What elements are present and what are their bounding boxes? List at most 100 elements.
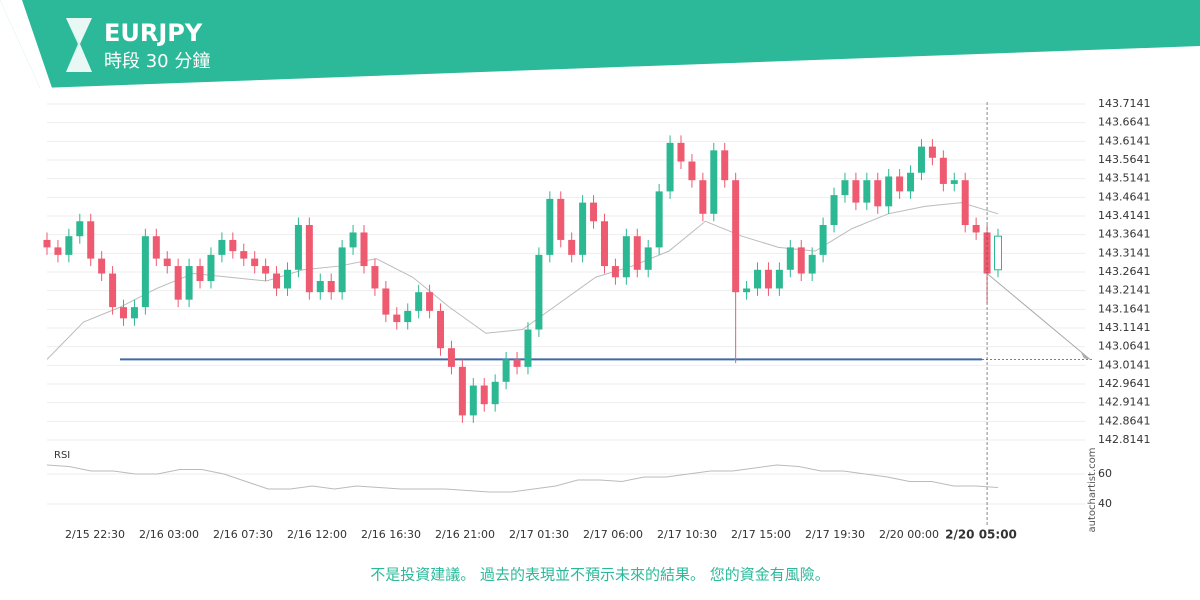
- candle-body: [917, 146, 925, 173]
- candle-body: [141, 236, 149, 308]
- candle-body: [273, 273, 281, 289]
- candle-body: [524, 329, 532, 367]
- candle-body: [972, 224, 980, 233]
- candle-body: [316, 280, 324, 293]
- candle-body: [666, 142, 674, 192]
- header-notch: [0, 0, 52, 88]
- candle-body: [229, 239, 237, 252]
- candle-body: [633, 236, 641, 270]
- candle-body: [775, 269, 783, 289]
- watermark: autochartist.com: [1087, 448, 1098, 533]
- candle-body: [404, 310, 412, 323]
- candle-body: [590, 202, 598, 222]
- y-tick-label: 143.6641: [1098, 116, 1151, 129]
- candle-body: [721, 150, 729, 181]
- projection-arrow: [986, 273, 1091, 360]
- y-tick-label: 143.3141: [1098, 246, 1151, 259]
- y-tick-label: 143.4641: [1098, 190, 1151, 203]
- candle-body: [294, 224, 302, 270]
- candle-body: [185, 266, 193, 300]
- candle-body: [305, 224, 313, 293]
- y-tick-label: 143.4141: [1098, 209, 1151, 222]
- logo: [66, 18, 92, 72]
- candle-body: [415, 292, 423, 311]
- candle-body: [338, 247, 346, 293]
- candle-body: [437, 310, 445, 349]
- arrow-head: [1081, 352, 1090, 360]
- candle-body: [786, 247, 794, 270]
- candle-body: [732, 180, 740, 293]
- y-tick-label: 143.7141: [1098, 97, 1151, 110]
- candle-body: [546, 198, 554, 255]
- candle-body: [754, 269, 762, 289]
- candle-body: [218, 239, 226, 255]
- rsi-tick-label: 40: [1098, 497, 1112, 510]
- candle-body: [994, 235, 1002, 271]
- x-tick-label: 2/16 16:30: [361, 528, 421, 541]
- x-tick-label: 2/16 07:30: [213, 528, 273, 541]
- timeframe: 時段 30 分鐘: [104, 51, 210, 72]
- candle-body: [699, 180, 707, 214]
- y-tick-label: 143.1641: [1098, 302, 1151, 315]
- x-tick-label: 2/17 10:30: [657, 528, 717, 541]
- y-tick-label: 143.6141: [1098, 134, 1151, 147]
- x-tick-label: 2/17 19:30: [805, 528, 865, 541]
- y-tick-label: 142.9641: [1098, 377, 1151, 390]
- candle-body: [961, 180, 969, 225]
- candle-body: [382, 288, 390, 315]
- candle-body: [885, 176, 893, 207]
- y-tick-label: 142.8141: [1098, 433, 1151, 446]
- y-tick-label: 143.5141: [1098, 172, 1151, 185]
- candle-body: [87, 221, 95, 259]
- candle-body: [371, 266, 379, 289]
- candle-body: [469, 385, 477, 416]
- candle-body: [109, 273, 117, 308]
- x-tick-label: 2/17 01:30: [509, 528, 569, 541]
- candle-body: [458, 366, 466, 416]
- candle-body: [579, 202, 587, 255]
- candle-body: [808, 254, 816, 274]
- candle-body: [535, 254, 543, 330]
- candle-body: [196, 266, 204, 281]
- y-tick-label: 143.3641: [1098, 228, 1151, 241]
- candle-body: [426, 292, 434, 311]
- candle-body: [480, 385, 488, 405]
- candle-body: [622, 236, 630, 278]
- candle-body: [688, 161, 696, 181]
- candle-body: [764, 269, 772, 289]
- disclaimer: 不是投資建議。 過去的表現並不預示未來的結果。 您的資金有風險。: [370, 566, 830, 584]
- candle-body: [327, 280, 335, 293]
- x-tick-label: 2/17 06:00: [583, 528, 643, 541]
- y-tick-label: 142.9141: [1098, 396, 1151, 409]
- candle-body: [130, 307, 138, 319]
- candle-body: [240, 251, 248, 259]
- candle-body: [928, 146, 936, 158]
- candle-body: [819, 224, 827, 255]
- y-tick-label: 142.8641: [1098, 414, 1151, 427]
- candle-body: [896, 176, 904, 192]
- candle-body: [655, 191, 663, 248]
- candle-body: [710, 150, 718, 214]
- x-tick-label: 2/16 03:00: [139, 528, 199, 541]
- x-tick-label: 2/16 21:00: [435, 528, 495, 541]
- rsi-line: [46, 464, 999, 493]
- candle-body: [874, 180, 882, 207]
- rsi-label: RSI: [54, 450, 70, 461]
- candle-body: [251, 258, 259, 267]
- candle-body: [283, 269, 291, 289]
- candle-body: [491, 381, 499, 405]
- candle-body: [120, 307, 128, 319]
- candle-body: [152, 236, 160, 259]
- candle-body: [863, 180, 871, 203]
- candle-body: [65, 236, 73, 255]
- candle-body: [447, 348, 455, 367]
- candle-body: [502, 359, 510, 382]
- x-tick-label: 2/15 22:30: [65, 528, 125, 541]
- candle-body: [43, 239, 51, 248]
- candle-body: [644, 247, 652, 270]
- y-tick-label: 143.0641: [1098, 340, 1151, 353]
- y-tick-label: 143.1141: [1098, 321, 1151, 334]
- candle-body: [841, 180, 849, 196]
- y-tick-label: 143.2641: [1098, 265, 1151, 278]
